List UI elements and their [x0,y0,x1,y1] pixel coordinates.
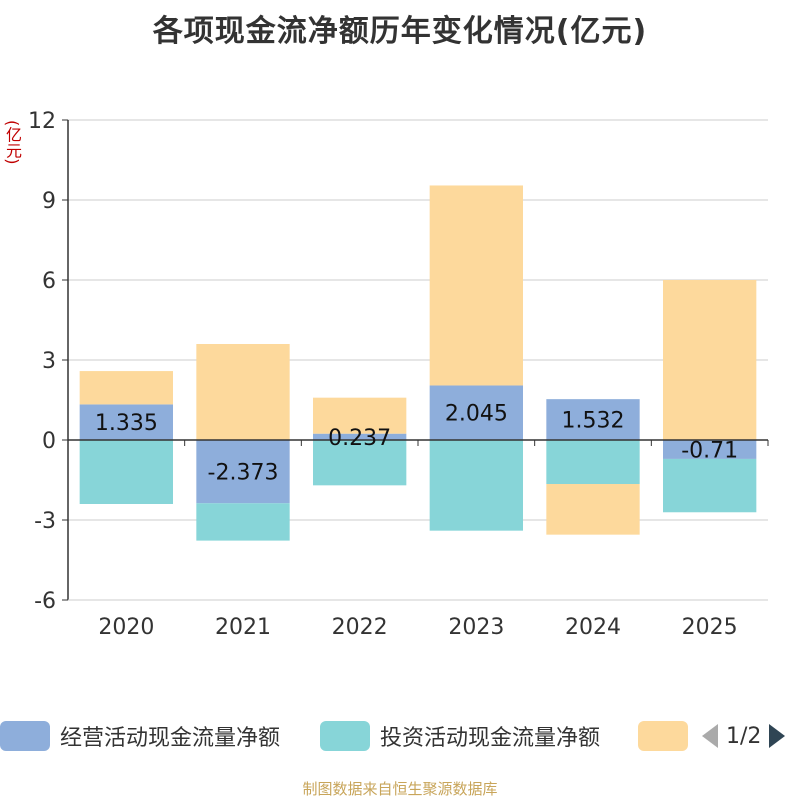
bar-segment [313,397,407,434]
chart-title: 各项现金流净额历年变化情况(亿元) [152,14,648,49]
y-tick-label: 3 [42,349,56,374]
legend-item-financing[interactable] [638,716,688,756]
legend: 经营活动现金流量净额 投资活动现金流量净额 [0,716,800,756]
data-label: -2.373 [208,461,279,486]
y-tick-label: 6 [42,269,56,294]
legend-swatch-operating [0,721,50,751]
legend-swatch-investing [320,721,370,751]
next-page-icon[interactable] [767,722,787,750]
x-tick-label: 2022 [332,615,388,640]
y-tick-label: 0 [42,429,56,454]
bar-segment [429,385,523,440]
bar-segment [196,440,290,504]
bar-segment [663,280,757,440]
x-tick-label: 2020 [98,615,154,640]
data-label: 1.335 [95,411,158,436]
y-tick-label: 12 [28,109,56,134]
x-tick-label: 2023 [448,615,504,640]
data-label: -0.71 [681,438,738,463]
data-label: 2.045 [445,402,508,427]
bar-segment [79,440,173,504]
bar-segment [546,440,640,484]
bar-segment [313,440,407,486]
legend-pager: 1/2 [700,716,787,756]
data-label: 0.237 [328,426,391,451]
bar-segment [546,484,640,535]
legend-swatch-financing [638,721,688,751]
legend-page-indicator: 1/2 [726,723,762,749]
x-tick-label: 2021 [215,615,271,640]
x-tick-label: 2025 [682,615,738,640]
data-label: 1.532 [562,409,625,434]
legend-label-investing: 投资活动现金流量净额 [380,726,601,751]
data-source-footer: 制图数据来自恒生聚源数据库 [302,780,498,798]
bar-segment [546,399,640,440]
bar-segment [663,440,757,459]
x-tick-label: 2024 [565,615,621,640]
y-tick-label: -3 [34,509,56,534]
y-tick-label: -6 [34,589,56,614]
bar-segment [79,404,173,440]
legend-label-operating: 经营活动现金流量净额 [60,726,281,751]
data-labels: 1.335 -2.373 0.237 2.045 1.532 -0.71 [95,402,738,486]
prev-page-icon[interactable] [700,722,720,750]
axes: -6 -3 0 3 6 9 12 2020 2021 2022 2023 2024 2025 [28,109,769,640]
bar-segment [196,503,290,541]
y-axis-unit-label: (亿元) [3,120,22,165]
legend-item-operating[interactable]: 经营活动现金流量净额 [0,716,280,756]
bar-segment [663,458,757,513]
bars [79,185,757,541]
bar-segment [429,185,523,386]
chart-area: -6 -3 0 3 6 9 12 2020 2021 2022 2023 2024 2025 1.335… [28,109,769,640]
legend-item-investing[interactable]: 投资活动现金流量净额 [320,716,600,756]
bar-segment [79,371,173,405]
bar-segment [429,440,523,531]
y-tick-label: 9 [42,189,56,214]
bar-segment [196,344,290,440]
bar-segment [313,433,407,440]
